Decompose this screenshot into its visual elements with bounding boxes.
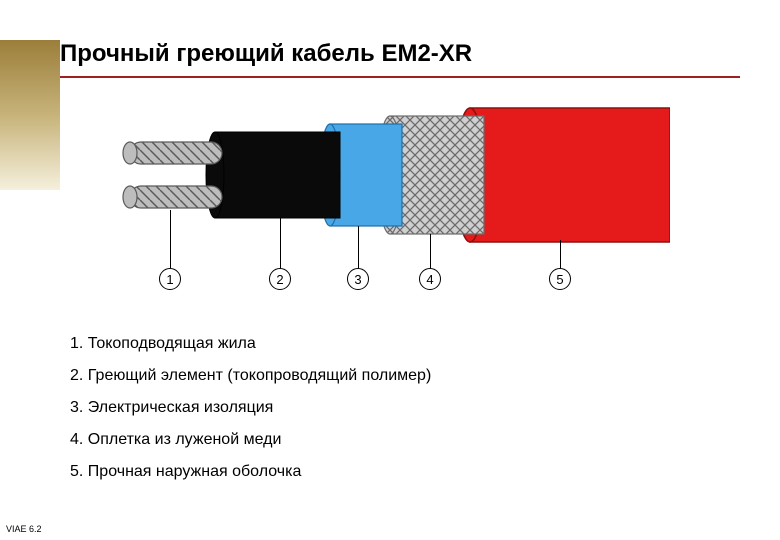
- callout-lead-3: [358, 226, 359, 268]
- callout-lead-2: [280, 218, 281, 268]
- callout-3: 3: [347, 268, 369, 290]
- cable-svg: [120, 100, 670, 250]
- callout-lead-5: [560, 240, 561, 268]
- callout-4: 4: [419, 268, 441, 290]
- layer-outer-jacket: [470, 108, 670, 242]
- legend-item-1: 1. Токоподводящая жила: [70, 335, 720, 353]
- legend-item-2: 2. Греющий элемент (токопроводящий полим…: [70, 367, 720, 385]
- legend-item-5: 5. Прочная наружная оболочка: [70, 463, 720, 481]
- callout-5-label: 5: [556, 272, 563, 287]
- layer-heating-core: [215, 132, 340, 218]
- layer-braid: [390, 116, 484, 234]
- callout-lead-1: [170, 210, 171, 268]
- callout-3-label: 3: [354, 272, 361, 287]
- side-gradient-bar: [0, 40, 60, 190]
- legend-list: 1. Токоподводящая жила 2. Греющий элемен…: [70, 335, 720, 495]
- callout-4-label: 4: [426, 272, 433, 287]
- footer-code: VIAE 6.2: [6, 524, 42, 534]
- callout-2: 2: [269, 268, 291, 290]
- slide: Прочный греющий кабель EM2-XR: [0, 0, 780, 540]
- legend-item-3: 3. Электрическая изоляция: [70, 399, 720, 417]
- callout-1-label: 1: [166, 272, 173, 287]
- callout-1: 1: [159, 268, 181, 290]
- callout-lead-4: [430, 234, 431, 268]
- cable-diagram: 1 2 3 4 5: [120, 100, 670, 300]
- callout-5: 5: [549, 268, 571, 290]
- page-title: Прочный греющий кабель EM2-XR: [60, 40, 740, 74]
- legend-item-4: 4. Оплетка из луженой меди: [70, 431, 720, 449]
- callout-2-label: 2: [276, 272, 283, 287]
- title-underline: [60, 76, 740, 78]
- title-block: Прочный греющий кабель EM2-XR: [60, 40, 740, 78]
- layer-insulation: [330, 124, 402, 226]
